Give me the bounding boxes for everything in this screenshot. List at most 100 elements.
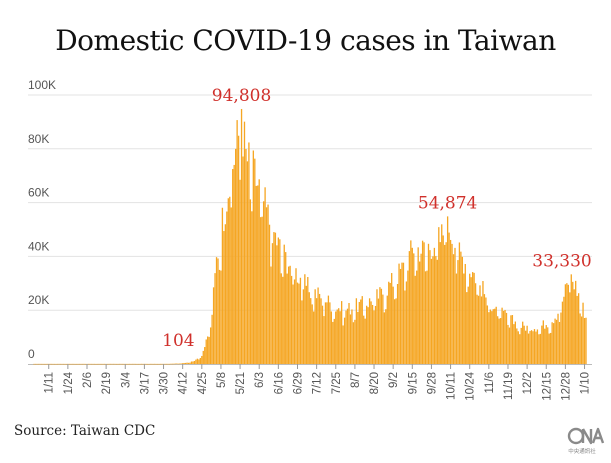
bar: [182, 363, 184, 364]
bar: [99, 363, 101, 365]
bar: [165, 363, 168, 365]
bar: [485, 297, 487, 364]
bar: [376, 289, 378, 364]
bar: [298, 283, 300, 364]
bar: [520, 327, 522, 364]
bar: [566, 283, 568, 364]
bar: [497, 316, 499, 364]
bar: [239, 179, 241, 364]
bar: [354, 319, 356, 364]
bar: [441, 224, 443, 364]
x-tick-label: 1/10: [580, 372, 592, 394]
x-tick-label: 3/30: [159, 372, 171, 394]
bar: [273, 232, 275, 364]
bar: [436, 259, 438, 364]
bar: [121, 363, 123, 365]
bar: [243, 121, 246, 365]
bar: [159, 363, 162, 365]
bar: [455, 273, 458, 364]
bar: [320, 298, 322, 364]
bar: [552, 323, 555, 364]
bar: [295, 268, 297, 364]
bar: [580, 316, 583, 364]
bar: [98, 363, 100, 365]
bar: [335, 311, 337, 364]
bar: [495, 306, 497, 364]
bar: [201, 355, 203, 364]
bar: [164, 363, 166, 365]
bar: [564, 284, 567, 364]
bar: [129, 363, 131, 365]
bar: [61, 363, 63, 365]
x-tick-label: 9/15: [407, 372, 419, 394]
bar: [190, 361, 193, 364]
bar: [382, 294, 384, 364]
bar: [473, 272, 475, 364]
bar: [555, 319, 558, 364]
bar: [560, 312, 562, 364]
bar: [345, 310, 347, 364]
x-tick-label: 2/19: [101, 372, 113, 394]
bar: [429, 250, 431, 364]
x-tick-label: 12/15: [541, 372, 553, 401]
bar: [410, 240, 412, 364]
bar: [252, 150, 254, 364]
bar: [180, 363, 182, 365]
bar: [389, 282, 391, 364]
bar: [510, 315, 512, 364]
bar: [215, 257, 218, 364]
bar: [156, 363, 159, 365]
bar: [282, 276, 284, 364]
bar: [251, 211, 253, 364]
bar: [171, 363, 174, 365]
bar: [538, 334, 540, 364]
bar: [368, 298, 371, 364]
bar: [96, 363, 98, 365]
bar: [173, 363, 175, 365]
bar: [308, 292, 310, 364]
bar: [123, 363, 125, 365]
bar: [357, 311, 359, 364]
y-tick-label: 20K: [28, 293, 49, 307]
bar: [467, 286, 469, 364]
bar: [573, 289, 575, 364]
bar: [126, 363, 128, 365]
bar: [582, 302, 584, 364]
bar: [567, 284, 569, 364]
bar: [536, 329, 539, 364]
bar: [371, 304, 374, 364]
bar: [404, 290, 406, 364]
x-tick-label: 4/12: [178, 372, 190, 394]
bar: [280, 273, 282, 364]
bar: [554, 318, 556, 364]
bar: [577, 293, 580, 364]
bar: [470, 277, 472, 364]
bar: [140, 363, 143, 365]
bar: [240, 108, 243, 364]
bar: [77, 363, 79, 365]
bar: [207, 336, 209, 364]
x-tick-label: 6/29: [292, 372, 304, 394]
bar: [264, 187, 266, 364]
bar: [427, 243, 430, 364]
bar: [65, 363, 68, 365]
bar: [314, 289, 316, 364]
bar: [255, 185, 257, 364]
bar: [109, 363, 112, 365]
bar: [352, 322, 355, 364]
bar: [426, 270, 428, 364]
bar: [385, 309, 387, 364]
bar: [131, 363, 134, 365]
bar: [355, 298, 358, 364]
bar: [81, 363, 84, 365]
bar: [583, 318, 586, 364]
bar: [170, 363, 172, 365]
bar: [271, 243, 274, 364]
bar: [373, 310, 375, 364]
bar: [149, 363, 151, 365]
bar: [405, 281, 408, 364]
x-tick-label: 6/3: [254, 372, 266, 388]
bar: [399, 268, 402, 364]
bar: [224, 224, 227, 364]
bar: [283, 244, 285, 364]
